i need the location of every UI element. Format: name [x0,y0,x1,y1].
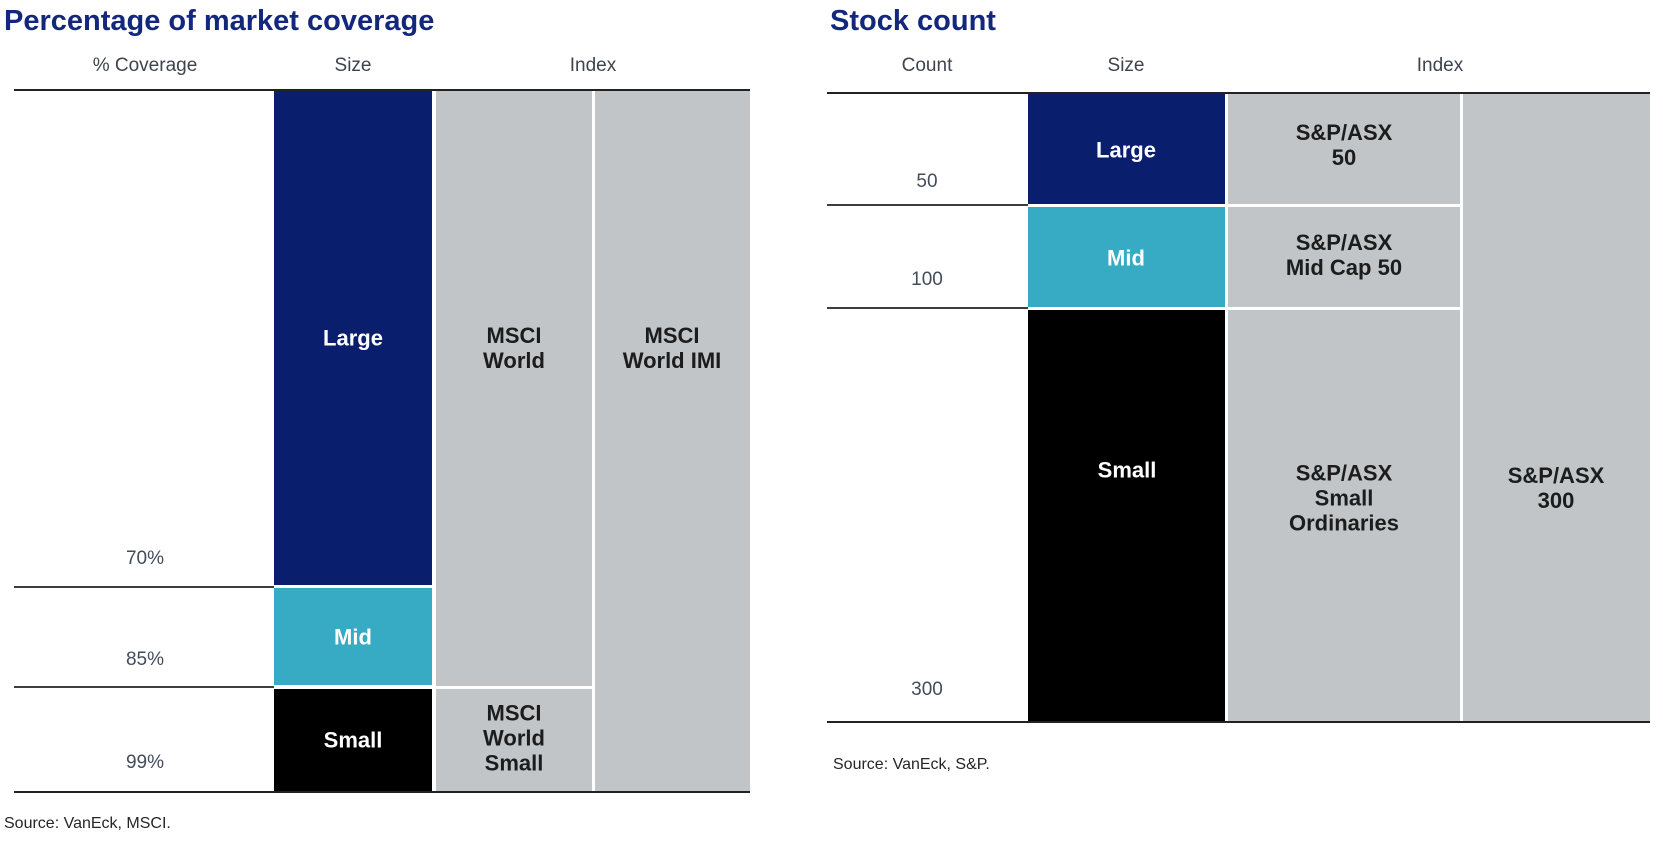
right-source-note: Source: VanEck, S&P. [833,756,990,773]
left-header-size: Size [334,55,372,76]
right-panel-title: Stock count [830,5,996,37]
left-panel-title: Percentage of market coverage [4,5,435,37]
left-small-cap-block [274,689,432,791]
left-mid-label: Mid [334,624,372,650]
asx-300-block [1463,94,1650,721]
msci-world-imi-block [595,91,750,791]
left-large-cap-block [274,91,432,585]
right-small-cap-block [1028,310,1225,721]
coverage-99pct-label: 99% [125,752,165,773]
asx-midcap-50-block [1228,207,1460,307]
asx-small-ordinaries-label: S&P/ASX Small Ordinaries [1288,460,1400,536]
count-100-label: 100 [911,269,943,290]
right-mid-label: Mid [1107,245,1145,271]
right-large-label: Large [1096,137,1156,163]
left-mid-cap-block [274,588,432,685]
left-small-label: Small [323,727,383,753]
asx-300-label: S&P/ASX 300 [1507,463,1605,513]
right-50-rule [827,204,1028,206]
right-large-cap-block [1028,94,1225,204]
left-70pct-rule [14,586,274,588]
coverage-70pct-label: 70% [125,548,165,569]
left-table-top-rule [14,89,750,91]
left-85pct-rule [14,686,274,688]
left-header-index: Index [569,55,617,76]
msci-world-imi-label: MSCI World IMI [622,323,722,373]
right-table-bottom-rule [827,721,1650,723]
count-300-label: 300 [911,679,943,700]
right-header-count: Count [901,55,953,76]
msci-world-small-block [436,689,592,791]
left-large-label: Large [323,325,383,351]
msci-world-block [436,91,592,686]
asx-50-block [1228,94,1460,204]
right-small-label: Small [1097,457,1157,483]
count-50-label: 50 [916,171,938,192]
right-header-index: Index [1416,55,1464,76]
asx-midcap-50-label: S&P/ASX Mid Cap 50 [1285,230,1403,280]
right-header-size: Size [1107,55,1145,76]
right-table-top-rule [827,92,1650,94]
left-header-coverage: % Coverage [92,55,198,76]
left-source-note: Source: VanEck, MSCI. [4,815,171,832]
msci-world-small-label: MSCI World Small [483,700,545,776]
coverage-85pct-label: 85% [125,649,165,670]
right-mid-cap-block [1028,207,1225,307]
asx-small-ordinaries-block [1228,310,1460,721]
asx-50-label: S&P/ASX 50 [1295,120,1393,170]
right-100-rule [827,307,1028,309]
left-table-bottom-rule [14,791,750,793]
msci-world-label: MSCI World [483,323,545,373]
